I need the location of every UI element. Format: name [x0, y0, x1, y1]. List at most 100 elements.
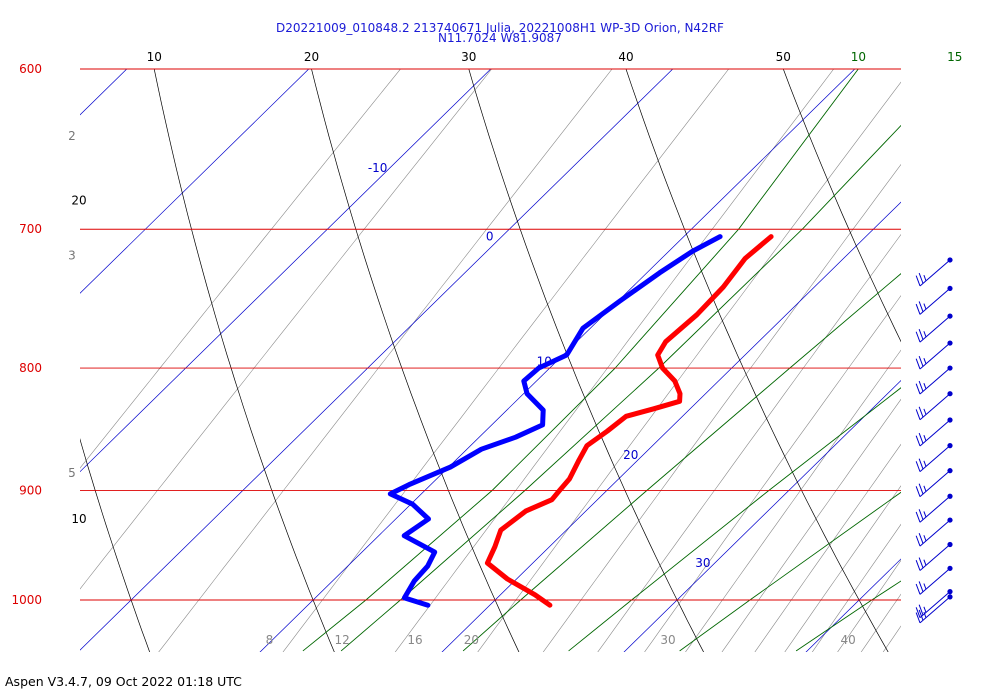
wind-barb-feather	[915, 358, 921, 370]
dry-adiabat-label: 10	[147, 50, 162, 64]
bottom-temperature-label: 16	[407, 633, 422, 647]
mixing-ratio-line	[542, 163, 901, 652]
chart-title: D20221009_010848.2 213740671 Julia, 2022…	[276, 21, 724, 35]
mixing-ratio-line	[972, 0, 1000, 680]
mixing-ratio-line	[811, 523, 901, 652]
pressure-label: 700	[19, 222, 42, 236]
wind-barb-staff	[919, 419, 951, 447]
mixing-ratio-line	[882, 625, 901, 652]
wind-barb-feather	[923, 535, 927, 542]
mixing-ratio-label: 2	[68, 129, 76, 143]
dry-adiabat-line	[782, 69, 901, 343]
chart-subtitle: N11.7024 W81.9087	[438, 31, 562, 45]
temperature-profile	[484, 234, 774, 608]
dry-adiabat-label: 10	[71, 512, 86, 526]
wind-barb-feather	[923, 511, 927, 518]
wind-barb-staff	[919, 315, 951, 343]
mixing-ratio-line	[282, 69, 730, 652]
wind-barb-feather	[918, 406, 924, 418]
wind-barb-staff	[919, 567, 951, 595]
mixing-ratio-line	[597, 233, 901, 652]
wind-barb-feather	[918, 609, 924, 621]
mixing-ratio-line	[860, 593, 901, 652]
moist-adiabat-line	[679, 491, 901, 652]
wind-barb-staff	[919, 544, 951, 571]
mixing-ratio-line	[477, 81, 901, 652]
mixing-ratio-line	[837, 559, 901, 652]
wind-barb-dot	[947, 340, 953, 346]
wind-barb-feather	[915, 435, 921, 447]
wind-barb-feather	[923, 434, 927, 441]
moist-adiabat-line	[340, 124, 901, 652]
mixing-ratio-line	[784, 485, 901, 652]
bottom-temperature-label: 8	[266, 633, 274, 647]
wind-barb-feather	[915, 409, 921, 420]
wind-barb-feather	[918, 581, 924, 592]
mixing-ratio-line	[754, 443, 901, 652]
wind-barb-dot	[947, 589, 953, 595]
isotherm-line	[805, 558, 901, 652]
wind-barb-feather	[923, 606, 927, 613]
wind-barb-feather	[923, 383, 927, 390]
wind-barb-feather	[915, 461, 921, 472]
bottom-temperature-label: 12	[335, 633, 350, 647]
isotherm-label: 30	[695, 556, 710, 570]
dry-adiabat-label: 20	[304, 50, 319, 64]
mixing-ratio-line	[644, 295, 901, 652]
mixing-ratio-line	[885, 0, 1000, 680]
wind-barb-feather	[915, 486, 921, 497]
wind-barb-staff	[919, 367, 951, 395]
wind-barb-feather	[915, 383, 921, 395]
moist-adiabat-line	[302, 69, 859, 652]
wind-barb-feather	[923, 559, 927, 566]
mixing-ratio-label: 5	[68, 466, 76, 480]
wind-barb	[915, 565, 953, 595]
wind-barb	[915, 285, 953, 315]
bottom-temperature-label: 20	[464, 633, 479, 647]
pressure-label: 1000	[11, 593, 42, 607]
mixing-ratio-line	[394, 69, 835, 652]
isotherm-label: 0	[486, 230, 494, 244]
wind-barb-feather	[923, 303, 927, 310]
wind-barb-dot	[947, 443, 953, 449]
wind-barb-feather	[923, 358, 927, 365]
wind-barb-dot	[947, 257, 953, 263]
pressure-label: 800	[19, 361, 42, 375]
moist-adiabat-line	[462, 273, 901, 652]
wind-barb	[915, 517, 953, 547]
wind-barb-staff	[919, 259, 951, 287]
moist-adiabat-line	[568, 387, 901, 652]
dry-adiabat-label: 20	[71, 194, 86, 208]
wind-barb-feather	[918, 272, 924, 284]
wind-barb-feather	[923, 460, 927, 467]
wind-barb-staff	[919, 288, 951, 315]
wind-barb-feather	[918, 483, 924, 495]
isotherm-label: -10	[368, 161, 388, 175]
wind-barb-dot	[947, 365, 953, 371]
wind-barb-feather	[915, 331, 921, 343]
wind-barb	[915, 417, 953, 447]
wind-barb	[915, 541, 953, 571]
mixing-ratio-line	[923, 0, 1000, 680]
wind-barb-feather	[918, 509, 924, 520]
mixing-ratio-line	[685, 349, 901, 652]
dry-adiabat-label: 40	[618, 50, 633, 64]
wind-barb	[915, 589, 953, 619]
wind-barb-staff	[919, 591, 951, 619]
wind-barb-feather	[918, 557, 924, 569]
wind-barb-dot	[947, 565, 953, 571]
mixing-ratio-line	[80, 69, 493, 590]
wind-barb-staff	[919, 445, 951, 473]
wind-barb-feather	[923, 485, 927, 492]
wind-barb-feather	[923, 274, 927, 281]
bottom-temperature-label: 30	[660, 633, 675, 647]
wind-barb-feather	[918, 532, 924, 544]
bottom-temperature-label: 40	[841, 633, 856, 647]
wind-barb-staff	[919, 393, 951, 421]
mixing-ratio-line	[957, 0, 1000, 680]
mixing-ratio-line	[987, 0, 1000, 680]
isotherm-line	[80, 69, 310, 294]
wind-barb-feather	[915, 607, 921, 618]
wind-barb-dot	[947, 313, 953, 319]
